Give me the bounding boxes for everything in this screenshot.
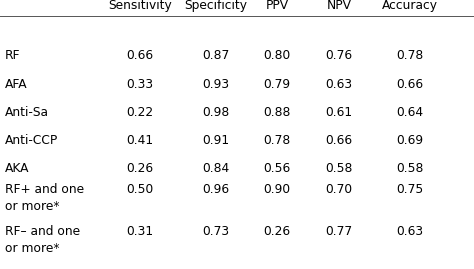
- Text: 0.61: 0.61: [325, 106, 353, 119]
- Text: 0.98: 0.98: [202, 106, 229, 119]
- Text: 0.73: 0.73: [202, 225, 229, 238]
- Text: 0.87: 0.87: [202, 49, 229, 62]
- Text: 0.58: 0.58: [325, 162, 353, 175]
- Text: RF: RF: [5, 49, 20, 62]
- Text: 0.50: 0.50: [126, 183, 154, 196]
- Text: Anti-CCP: Anti-CCP: [5, 134, 58, 147]
- Text: 0.93: 0.93: [202, 77, 229, 91]
- Text: RF– and one
or more*: RF– and one or more*: [5, 225, 80, 255]
- Text: NPV: NPV: [327, 0, 351, 12]
- Text: 0.63: 0.63: [396, 225, 424, 238]
- Text: 0.96: 0.96: [202, 183, 229, 196]
- Text: 0.64: 0.64: [396, 106, 424, 119]
- Text: 0.31: 0.31: [126, 225, 154, 238]
- Text: 0.26: 0.26: [126, 162, 154, 175]
- Text: 0.76: 0.76: [325, 49, 353, 62]
- Text: AFA: AFA: [5, 77, 27, 91]
- Text: 0.63: 0.63: [325, 77, 353, 91]
- Text: Sensitivity: Sensitivity: [108, 0, 172, 12]
- Text: 0.56: 0.56: [264, 162, 291, 175]
- Text: 0.77: 0.77: [325, 225, 353, 238]
- Text: 0.70: 0.70: [325, 183, 353, 196]
- Text: 0.79: 0.79: [264, 77, 291, 91]
- Text: 0.90: 0.90: [264, 183, 291, 196]
- Text: 0.33: 0.33: [126, 77, 154, 91]
- Text: Accuracy: Accuracy: [382, 0, 438, 12]
- Text: 0.78: 0.78: [396, 49, 424, 62]
- Text: 0.22: 0.22: [126, 106, 154, 119]
- Text: RF+ and one
or more*: RF+ and one or more*: [5, 183, 84, 213]
- Text: 0.26: 0.26: [264, 225, 291, 238]
- Text: Specificity: Specificity: [184, 0, 247, 12]
- Text: Anti-Sa: Anti-Sa: [5, 106, 49, 119]
- Text: 0.84: 0.84: [202, 162, 229, 175]
- Text: AKA: AKA: [5, 162, 29, 175]
- Text: 0.58: 0.58: [396, 162, 424, 175]
- Text: 0.78: 0.78: [264, 134, 291, 147]
- Text: 0.91: 0.91: [202, 134, 229, 147]
- Text: 0.66: 0.66: [126, 49, 154, 62]
- Text: 0.69: 0.69: [396, 134, 424, 147]
- Text: 0.75: 0.75: [396, 183, 424, 196]
- Text: 0.66: 0.66: [325, 134, 353, 147]
- Text: 0.66: 0.66: [396, 77, 424, 91]
- Text: PPV: PPV: [266, 0, 289, 12]
- Text: 0.41: 0.41: [126, 134, 154, 147]
- Text: 0.88: 0.88: [264, 106, 291, 119]
- Text: 0.80: 0.80: [264, 49, 291, 62]
